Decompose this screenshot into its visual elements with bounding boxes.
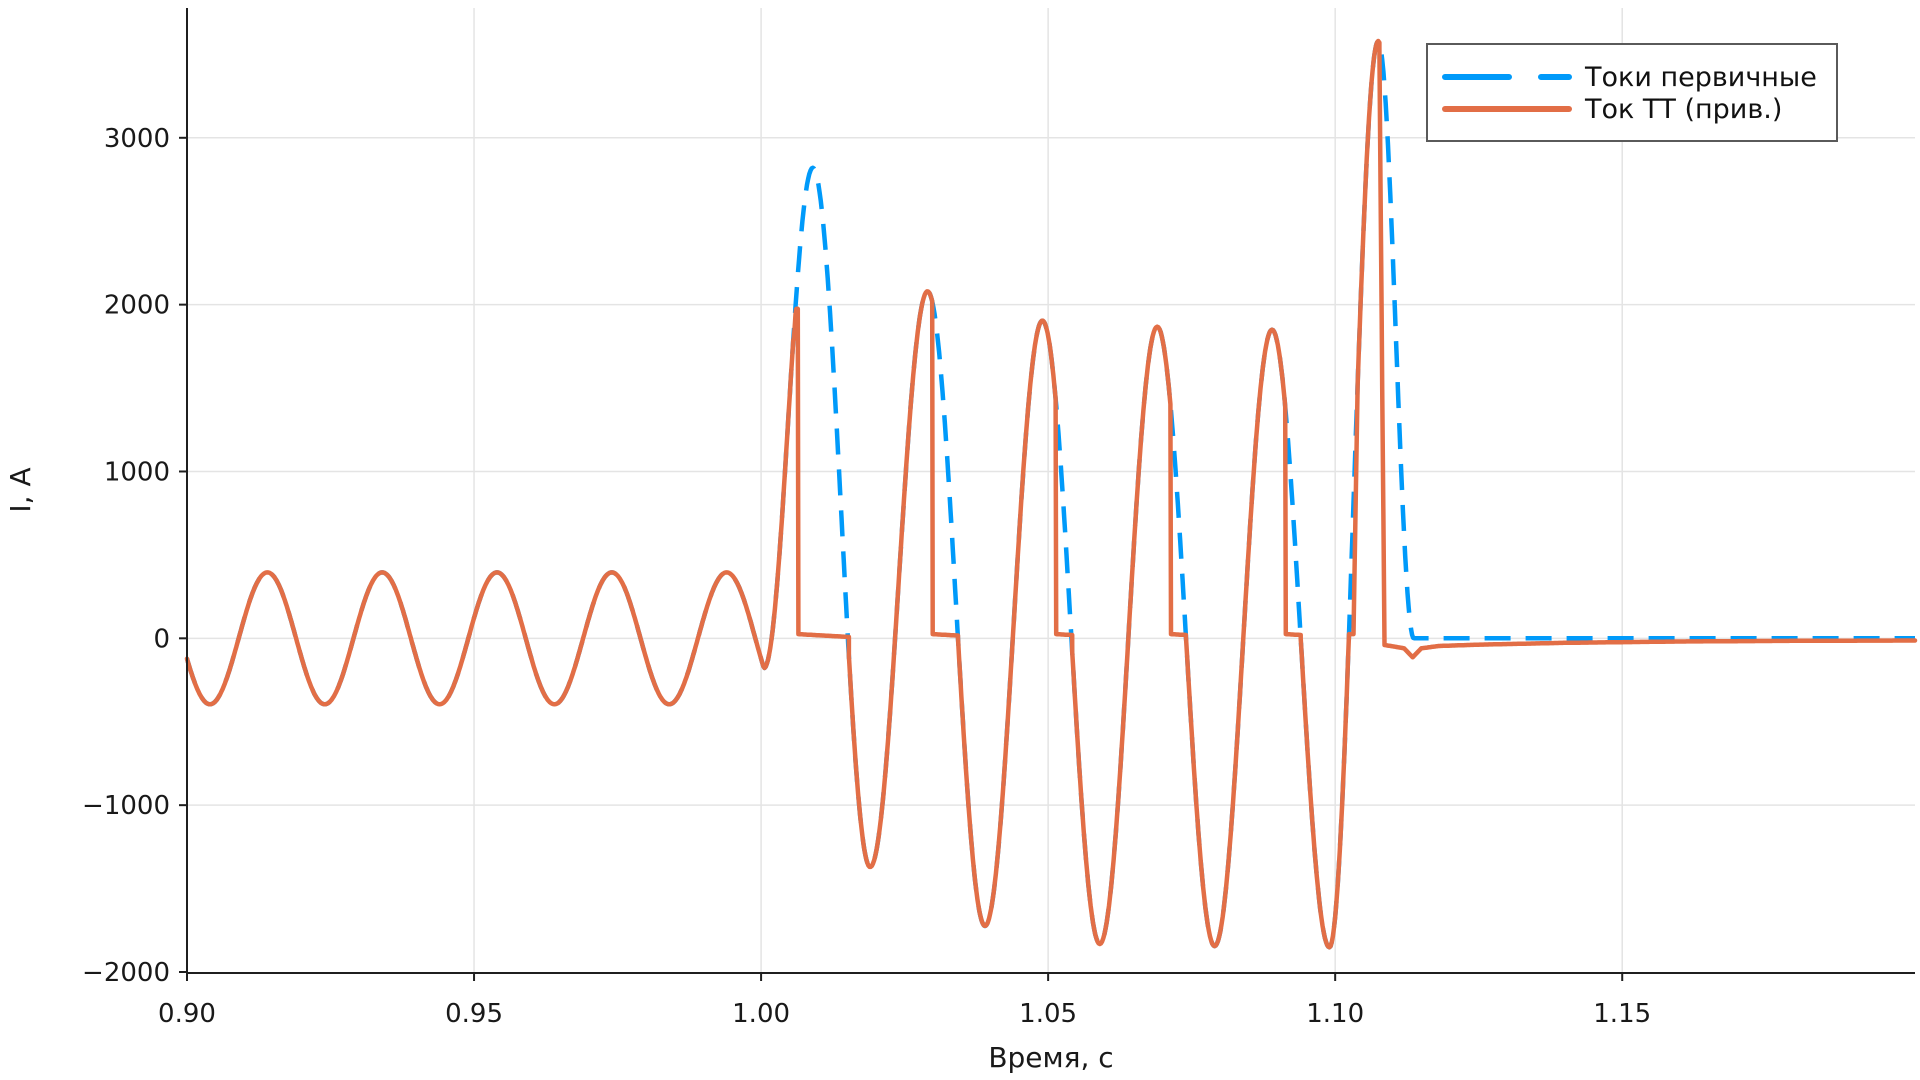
y-tick-label: −1000 — [82, 791, 170, 821]
y-tick-label: −2000 — [82, 958, 170, 988]
x-tick-label: 1.05 — [1019, 999, 1077, 1029]
x-tick-label: 0.90 — [158, 999, 216, 1029]
x-tick-label: 1.10 — [1306, 999, 1364, 1029]
y-tick-label: 0 — [153, 624, 170, 654]
legend-box — [1426, 43, 1838, 142]
legend-label-primary: Токи первичные — [1584, 62, 1817, 93]
y-tick-label: 3000 — [104, 124, 170, 154]
series-ct-current — [184, 38, 1918, 950]
x-axis-title: Время, с — [988, 1041, 1113, 1074]
legend-label-ct: Ток ТТ (прив.) — [1584, 94, 1782, 125]
y-tick-label: 2000 — [104, 291, 170, 321]
x-tick-label: 1.15 — [1593, 999, 1651, 1029]
y-axis-title: I, А — [4, 467, 37, 512]
series-primary-currents — [184, 39, 1917, 950]
x-tick-label: 1.00 — [732, 999, 790, 1029]
x-tick-label: 0.95 — [445, 999, 503, 1029]
y-tick-label: 1000 — [104, 457, 170, 487]
